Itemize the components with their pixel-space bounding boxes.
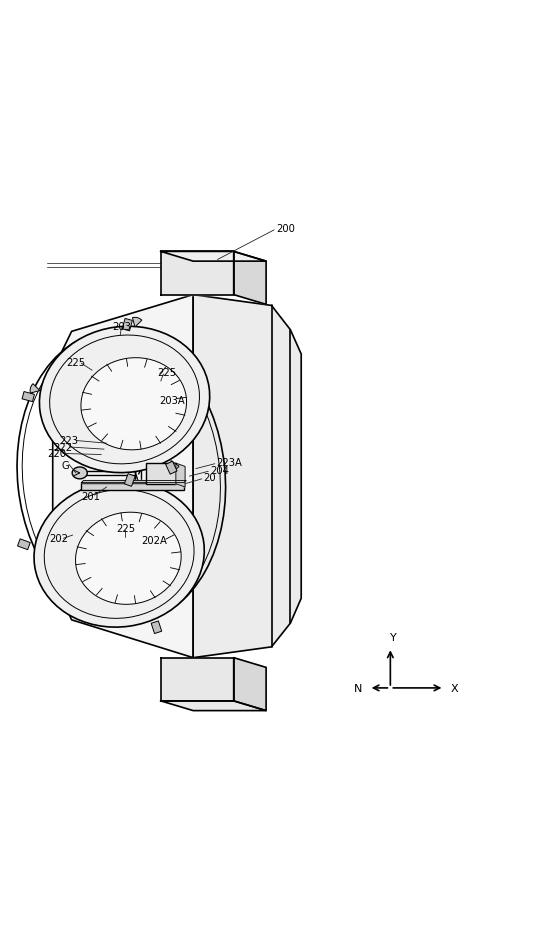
Text: G: G	[62, 461, 70, 470]
Bar	[166, 461, 177, 475]
Polygon shape	[81, 481, 186, 483]
Text: 201: 201	[81, 491, 100, 501]
Text: X: X	[451, 683, 458, 694]
Wedge shape	[132, 318, 142, 328]
Text: 200: 200	[276, 224, 295, 234]
Bar	[17, 539, 30, 550]
Text: 222: 222	[53, 443, 72, 452]
Ellipse shape	[40, 327, 210, 473]
Text: 225: 225	[66, 358, 85, 367]
Polygon shape	[193, 296, 301, 658]
Bar	[146, 463, 176, 484]
Ellipse shape	[75, 513, 181, 605]
Text: Y: Y	[390, 633, 396, 642]
Text: 220: 220	[47, 449, 66, 459]
Polygon shape	[53, 296, 193, 658]
Polygon shape	[233, 252, 266, 305]
Text: 20: 20	[204, 473, 216, 483]
Polygon shape	[161, 252, 266, 262]
Polygon shape	[161, 701, 266, 710]
Text: 223A: 223A	[217, 458, 242, 468]
Polygon shape	[161, 252, 233, 296]
Text: 204: 204	[210, 465, 229, 475]
Bar	[124, 475, 135, 487]
Wedge shape	[30, 385, 40, 394]
Text: 225: 225	[157, 368, 176, 377]
Ellipse shape	[72, 467, 87, 479]
Polygon shape	[161, 658, 233, 701]
Polygon shape	[176, 463, 185, 488]
Text: 223: 223	[60, 436, 79, 446]
Text: 225: 225	[116, 523, 135, 534]
Text: N: N	[354, 683, 362, 694]
Wedge shape	[170, 461, 179, 471]
Bar	[151, 622, 162, 634]
Bar	[22, 392, 34, 402]
Bar	[122, 319, 132, 331]
Text: 203: 203	[112, 322, 131, 331]
Text: 203A: 203A	[159, 396, 185, 405]
Ellipse shape	[81, 358, 187, 450]
Text: 202: 202	[49, 534, 68, 544]
Bar	[81, 483, 184, 490]
Ellipse shape	[34, 481, 204, 627]
Polygon shape	[233, 658, 266, 710]
Text: 202A: 202A	[141, 535, 167, 546]
